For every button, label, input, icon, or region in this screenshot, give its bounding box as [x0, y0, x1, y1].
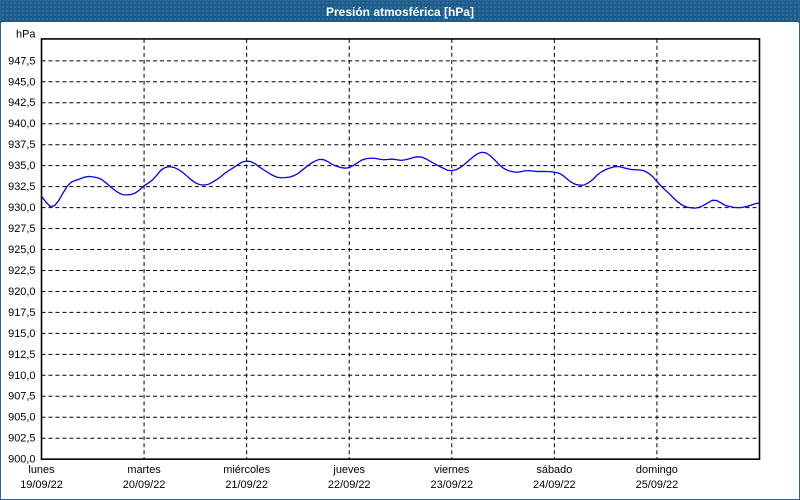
svg-text:930,0: 930,0	[8, 202, 35, 214]
svg-text:912,5: 912,5	[8, 349, 35, 361]
svg-text:935,0: 935,0	[8, 160, 35, 172]
svg-text:937,5: 937,5	[8, 139, 35, 151]
svg-text:902,5: 902,5	[8, 433, 35, 445]
svg-text:20/09/22: 20/09/22	[123, 479, 166, 491]
svg-text:942,5: 942,5	[8, 97, 35, 109]
svg-text:925,0: 925,0	[8, 244, 35, 256]
svg-text:917,5: 917,5	[8, 307, 35, 319]
svg-text:25/09/22: 25/09/22	[636, 479, 679, 491]
svg-text:910,0: 910,0	[8, 370, 35, 382]
svg-text:907,5: 907,5	[8, 391, 35, 403]
svg-text:21/09/22: 21/09/22	[225, 479, 268, 491]
svg-text:martes: martes	[127, 464, 161, 476]
svg-text:jueves: jueves	[332, 464, 365, 476]
svg-text:947,5: 947,5	[8, 55, 35, 67]
svg-text:920,0: 920,0	[8, 286, 35, 298]
svg-text:sábado: sábado	[536, 464, 572, 476]
svg-text:19/09/22: 19/09/22	[20, 479, 63, 491]
svg-text:945,0: 945,0	[8, 76, 35, 88]
svg-text:905,0: 905,0	[8, 412, 35, 424]
svg-text:922,5: 922,5	[8, 265, 35, 277]
svg-text:domingo: domingo	[636, 464, 678, 476]
svg-text:hPa: hPa	[16, 28, 36, 40]
svg-text:932,5: 932,5	[8, 181, 35, 193]
svg-text:24/09/22: 24/09/22	[533, 479, 576, 491]
svg-text:miércoles: miércoles	[223, 464, 270, 476]
svg-text:915,0: 915,0	[8, 328, 35, 340]
svg-text:23/09/22: 23/09/22	[430, 479, 473, 491]
svg-text:viernes: viernes	[434, 464, 470, 476]
svg-text:940,0: 940,0	[8, 118, 35, 130]
svg-text:22/09/22: 22/09/22	[328, 479, 371, 491]
svg-text:927,5: 927,5	[8, 223, 35, 235]
svg-text:lunes: lunes	[28, 464, 55, 476]
